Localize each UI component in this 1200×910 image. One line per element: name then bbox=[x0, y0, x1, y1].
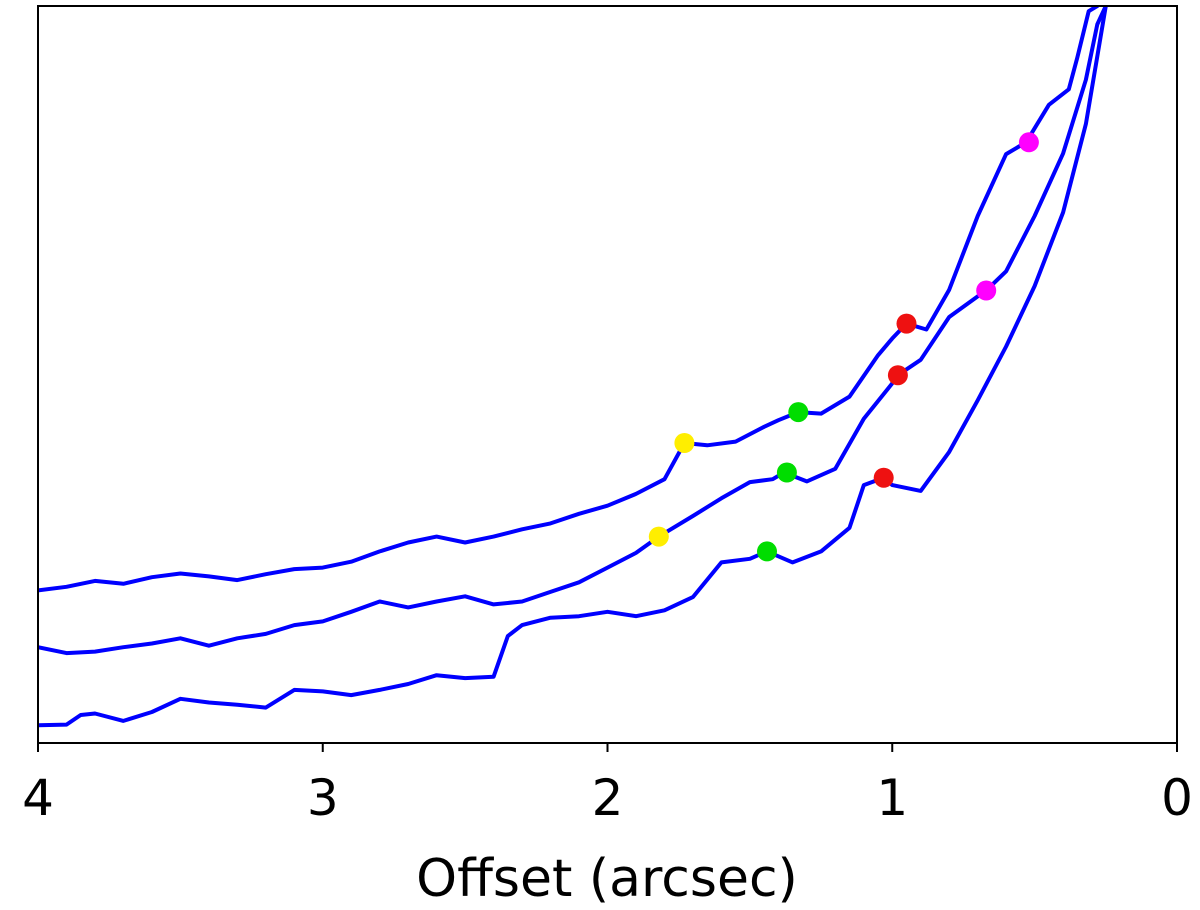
marker-point-4 bbox=[674, 433, 695, 453]
x-tick-label: 4 bbox=[22, 769, 54, 827]
marker-point-8 bbox=[648, 526, 669, 547]
x-tick-label: 1 bbox=[876, 769, 908, 827]
marker-point-2 bbox=[896, 313, 917, 334]
x-axis-title: Offset (arcsec) bbox=[416, 849, 798, 909]
x-tick-label: 2 bbox=[592, 769, 624, 827]
plot-area bbox=[38, 6, 1108, 728]
marker-point-3 bbox=[788, 402, 809, 423]
marker-point-9 bbox=[873, 467, 894, 488]
marker-point-5 bbox=[976, 280, 997, 301]
series-line-1 bbox=[38, 6, 1100, 593]
marker-point-6 bbox=[887, 365, 908, 386]
series-line-2 bbox=[38, 6, 1108, 656]
marker-point-1 bbox=[1018, 132, 1039, 153]
marker-point-10 bbox=[757, 541, 777, 562]
x-tick-label: 0 bbox=[1161, 769, 1193, 827]
marker-point-7 bbox=[776, 462, 797, 483]
x-axis: 4 3 2 1 0 bbox=[22, 743, 1193, 827]
axes-frame bbox=[37, 5, 1178, 744]
x-tick-label: 3 bbox=[307, 769, 339, 827]
series-line-3 bbox=[38, 6, 1108, 728]
